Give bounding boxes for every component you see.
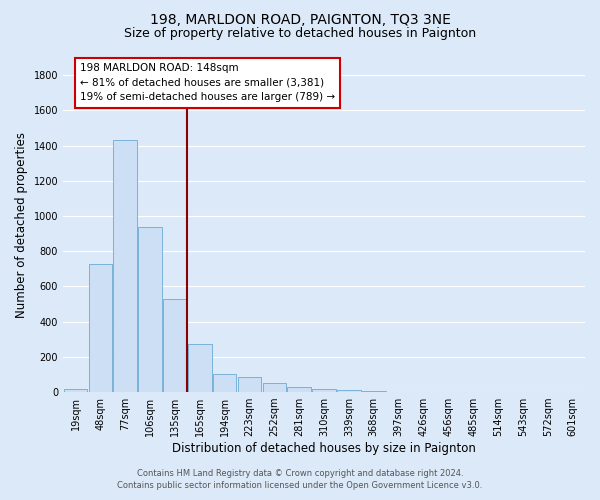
Bar: [188, 344, 212, 392]
Bar: [263, 384, 286, 392]
Y-axis label: Number of detached properties: Number of detached properties: [15, 132, 28, 318]
Bar: [138, 228, 162, 392]
Bar: [362, 391, 386, 392]
Bar: [163, 299, 187, 392]
Bar: [89, 264, 112, 392]
Bar: [113, 140, 137, 392]
Text: 198 MARLDON ROAD: 148sqm
← 81% of detached houses are smaller (3,381)
19% of sem: 198 MARLDON ROAD: 148sqm ← 81% of detach…: [80, 63, 335, 102]
X-axis label: Distribution of detached houses by size in Paignton: Distribution of detached houses by size …: [172, 442, 476, 455]
Bar: [213, 374, 236, 392]
Text: 198, MARLDON ROAD, PAIGNTON, TQ3 3NE: 198, MARLDON ROAD, PAIGNTON, TQ3 3NE: [149, 12, 451, 26]
Text: Size of property relative to detached houses in Paignton: Size of property relative to detached ho…: [124, 28, 476, 40]
Bar: [64, 388, 87, 392]
Bar: [287, 387, 311, 392]
Bar: [337, 390, 361, 392]
Bar: [238, 376, 261, 392]
Bar: [312, 388, 336, 392]
Text: Contains HM Land Registry data © Crown copyright and database right 2024.
Contai: Contains HM Land Registry data © Crown c…: [118, 468, 482, 490]
